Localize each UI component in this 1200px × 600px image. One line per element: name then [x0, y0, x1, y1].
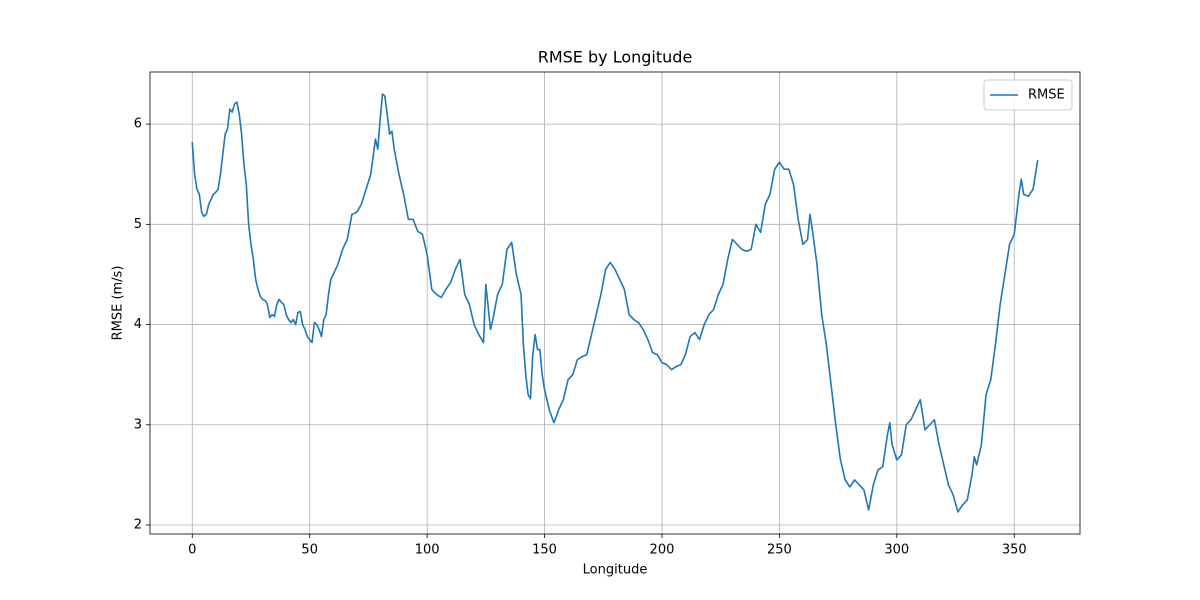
- data-line: [191, 93, 1039, 513]
- axes-frame: [149, 71, 1081, 535]
- y-tick-label: 4: [134, 317, 142, 332]
- x-axis-label: Longitude: [583, 563, 648, 578]
- x-tick-label: 350: [1002, 543, 1027, 558]
- legend-label: RMSE: [1028, 88, 1065, 103]
- y-tick-label: 2: [134, 517, 142, 532]
- x-tick-label: 50: [301, 543, 318, 558]
- y-tick-label: 5: [134, 217, 142, 232]
- y-axis-label: RMSE (m/s): [111, 266, 126, 341]
- x-tick-label: 0: [188, 543, 196, 558]
- x-tick-label: 200: [650, 543, 675, 558]
- x-tick-label: 150: [532, 543, 557, 558]
- legend: RMSE: [983, 79, 1073, 111]
- chart-title: RMSE by Longitude: [538, 48, 693, 67]
- x-tick-label: 300: [884, 543, 909, 558]
- y-tick-label: 3: [134, 417, 142, 432]
- y-tick-label: 6: [134, 117, 142, 132]
- x-tick-label: 250: [767, 543, 792, 558]
- x-tick-label: 100: [415, 543, 440, 558]
- plot-area: [191, 93, 1039, 513]
- legend-box: [983, 79, 1073, 111]
